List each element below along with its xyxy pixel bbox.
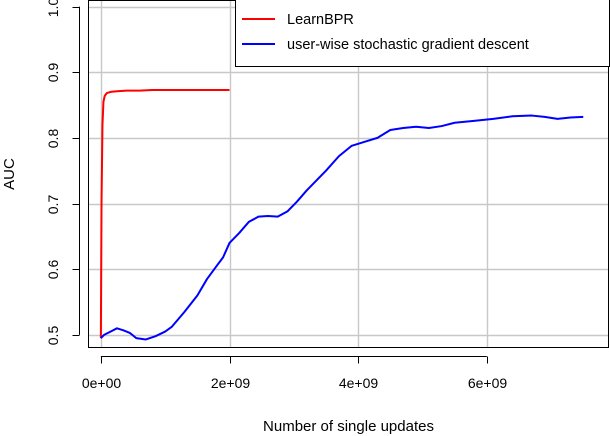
y-tick-label-0: 0.5 xyxy=(45,326,61,346)
legend-label-user-wise-sgd: user-wise stochastic gradient descent xyxy=(287,37,529,53)
series-line-0 xyxy=(99,88,230,339)
y-tick-label-2: 0.7 xyxy=(45,195,61,215)
y-tick-label-3: 0.8 xyxy=(45,129,61,149)
series-line-1 xyxy=(100,114,584,341)
y-tick-label-5: 1.0 xyxy=(45,0,61,17)
legend-box xyxy=(235,0,610,67)
x-axis-title: Number of single updates xyxy=(263,418,434,435)
series-layer xyxy=(99,88,584,341)
legend: LearnBPR user-wise stochastic gradient d… xyxy=(235,0,610,67)
y-tick-label-1: 0.6 xyxy=(45,260,61,280)
x-tick-label-0: 0e+00 xyxy=(82,375,122,391)
x-axis: 0e+00 2e+09 4e+09 6e+09 xyxy=(82,356,508,391)
legend-label-learnbpr: LearnBPR xyxy=(287,12,354,28)
x-tick-label-1: 2e+09 xyxy=(211,375,251,391)
x-tick-label-3: 6e+09 xyxy=(468,375,508,391)
x-tick-label-2: 4e+09 xyxy=(339,375,379,391)
y-tick-label-4: 0.9 xyxy=(45,63,61,83)
y-axis-title: AUC xyxy=(1,158,18,190)
y-axis: 0.5 0.6 0.7 0.8 0.9 1.0 xyxy=(45,0,80,345)
